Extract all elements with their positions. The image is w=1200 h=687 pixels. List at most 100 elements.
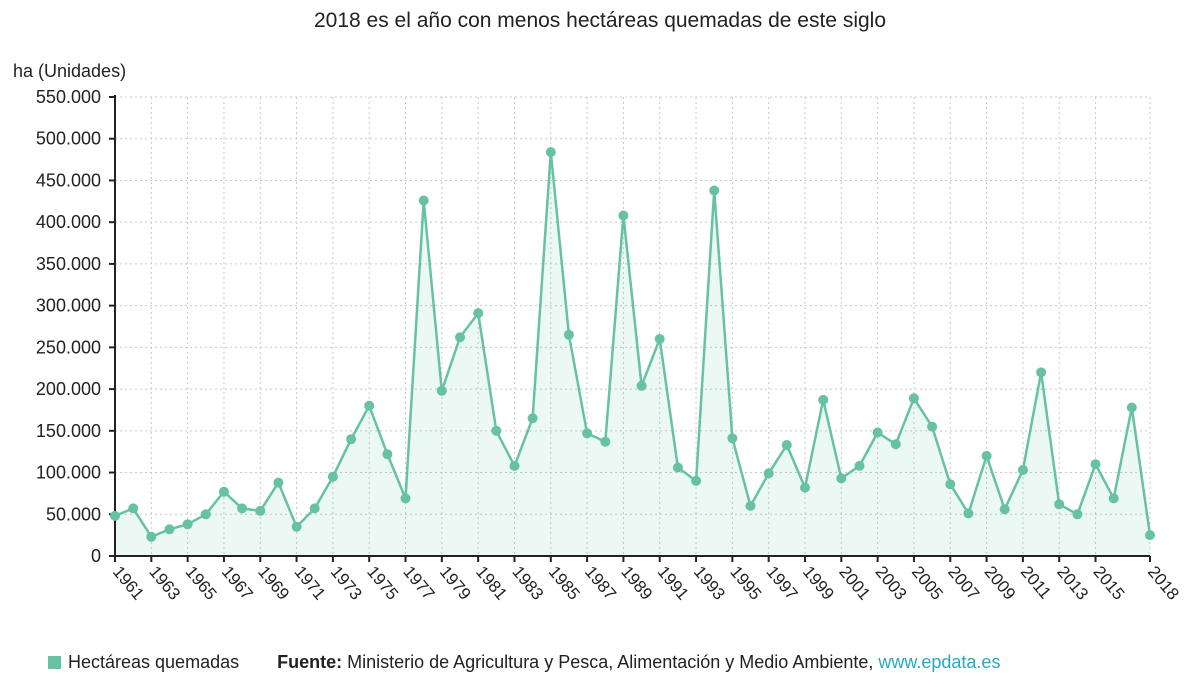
data-point[interactable]: 1991: 260000 [654, 334, 665, 344]
x-tick-label: 2011 [1017, 562, 1055, 602]
data-point[interactable]: 2016: 69000 [1108, 493, 1119, 504]
x-tick-label: 2015 [1089, 562, 1128, 603]
data-point[interactable]: 1973: 95000 [327, 471, 338, 482]
x-tick-label: 2009 [981, 562, 1020, 603]
data-point[interactable]: 2009: 120000 [981, 450, 992, 461]
data-point[interactable]: 1966: 50000 [200, 509, 211, 520]
data-point[interactable]: 1996: 60000 [745, 500, 756, 511]
series-points[interactable]: 1961: 48000 1962: 57000 1963: 23000 1964: 3… [110, 147, 1155, 542]
data-point[interactable]: 1965: 38000 [182, 519, 193, 530]
data-point[interactable]: 1997: 99000 [763, 468, 774, 479]
series-line-path [114, 150, 1152, 539]
data-point[interactable]: 1968: 57000 [237, 503, 248, 514]
data-point[interactable]: 2008: 51000 [963, 508, 974, 519]
data-point[interactable]: 1985: 484000 [545, 147, 556, 158]
data-point[interactable]: 1974: 140000 [346, 434, 357, 445]
data-point[interactable]: 1982: 150000 [491, 425, 502, 436]
data-point[interactable]: 2006: 155000 [927, 421, 938, 432]
data-point[interactable]: 2001: 93000 [836, 473, 847, 484]
data-point[interactable]: 2002: 108000 [854, 460, 865, 471]
x-tick-label: 1975 [363, 562, 402, 603]
x-tick-label: 1967 [218, 562, 257, 603]
data-point[interactable]: 2000: 187000 [818, 394, 829, 405]
data-point[interactable]: 2007: 86000 [945, 479, 956, 490]
series-line [114, 150, 1152, 539]
y-tick-label: 450.000 [36, 170, 101, 190]
x-tick-label: 2018 [1144, 562, 1183, 603]
legend-swatch [48, 656, 61, 669]
data-point[interactable]: 1984: 165000 [527, 413, 538, 424]
source-prefix: Fuente: [277, 652, 343, 672]
data-point[interactable]: 1979: 198000 [436, 385, 447, 396]
data-point[interactable]: 1967: 77000 [218, 486, 229, 497]
data-point[interactable]: 1978: 426000 [418, 195, 429, 206]
x-tick-label: 1965 [182, 562, 221, 603]
data-point[interactable]: 1988: 137000 [600, 436, 611, 447]
data-point[interactable]: 2004: 134000 [890, 439, 901, 450]
data-point[interactable]: 1970: 88000 [273, 477, 284, 488]
source-text: Ministerio de Agricultura y Pesca, Alime… [342, 652, 879, 672]
data-point[interactable]: 1993: 90000 [691, 475, 702, 486]
data-point[interactable]: 2018: 25000 [1145, 530, 1155, 541]
y-tick-label: 150.000 [36, 421, 101, 441]
y-tick-label: 250.000 [36, 337, 101, 357]
data-point[interactable]: 1986: 265000 [563, 329, 574, 340]
grid [114, 96, 1151, 556]
data-point[interactable]: 2014: 50000 [1072, 509, 1083, 520]
data-point[interactable]: 1992: 106000 [672, 462, 683, 473]
x-tick-label: 1969 [254, 562, 293, 603]
data-point[interactable]: 1995: 141000 [727, 433, 738, 444]
y-tick-label: 0 [91, 546, 101, 566]
data-point[interactable]: 2003: 148000 [872, 427, 883, 438]
footer: Hectáreas quemadas Fuente: Ministerio de … [48, 652, 1000, 673]
y-tick-label: 100.000 [36, 463, 101, 483]
data-point[interactable]: 1983: 108000 [509, 460, 520, 471]
data-point[interactable]: 1961: 48000 [110, 510, 120, 521]
x-tick-label: 1973 [327, 562, 366, 603]
data-point[interactable]: 2005: 189000 [908, 393, 919, 404]
data-point[interactable]: 1972: 57000 [309, 503, 320, 514]
data-point[interactable]: 1999: 82000 [800, 482, 810, 493]
x-tick-label: 1999 [799, 562, 838, 603]
x-tick-label: 2005 [908, 562, 947, 603]
legend-label[interactable]: Hectáreas quemadas [68, 652, 240, 672]
data-point[interactable]: 1962: 57000 [128, 503, 139, 514]
y-tick-label: 400.000 [36, 212, 101, 232]
area-fill [115, 152, 1150, 556]
data-point[interactable]: 1998: 133000 [781, 440, 792, 450]
data-point[interactable]: 1976: 122000 [382, 449, 393, 460]
x-tick-label: 1979 [436, 562, 475, 603]
y-axis-ticks: 0 50.000 100.000 150.000 200.000 250.000 300.0… [36, 87, 101, 566]
y-tick-label: 550.000 [36, 87, 101, 107]
data-point[interactable]: 2011: 103000 [1017, 465, 1028, 475]
x-tick-label: 1989 [617, 562, 656, 603]
y-tick-label: 200.000 [36, 379, 101, 399]
data-point[interactable]: 2017: 178000 [1126, 402, 1137, 413]
data-point[interactable]: 1969: 54000 [255, 505, 266, 516]
data-point[interactable]: 1964: 32000 [164, 524, 175, 535]
x-tick-label: 1985 [545, 562, 584, 603]
data-point[interactable]: 1987: 147000 [582, 428, 593, 439]
x-tick-label: 1997 [763, 562, 802, 603]
data-point[interactable]: 2013: 62000 [1054, 499, 1065, 510]
data-point[interactable]: 1963: 23000 [146, 531, 157, 542]
y-tick-label: 350.000 [36, 254, 101, 274]
data-point[interactable]: 2015: 110000 [1090, 459, 1101, 470]
y-tick-label: 300.000 [36, 296, 101, 316]
data-point[interactable]: 1971: 35000 [291, 521, 302, 532]
x-tick-label: 1993 [690, 562, 729, 603]
data-point[interactable]: 2010: 56000 [999, 504, 1010, 515]
series-area [115, 152, 1150, 556]
data-point[interactable]: 1994: 438000 [709, 185, 720, 196]
data-point[interactable]: 1977: 69000 [400, 493, 411, 504]
x-tick-label: 1983 [508, 562, 547, 603]
data-point[interactable]: 2012: 220000 [1036, 367, 1047, 378]
data-point[interactable]: 1990: 204000 [636, 380, 647, 391]
data-point[interactable]: 1989: 408000 [618, 210, 629, 221]
data-point[interactable]: 1975: 180000 [364, 400, 375, 411]
x-axis-ticks: 1961196319651967196919711973197519771979… [109, 562, 1183, 603]
source-link[interactable]: www.epdata.es [878, 652, 1001, 672]
data-point[interactable]: 1981: 291000 [473, 308, 484, 319]
data-point[interactable]: 1980: 262000 [455, 332, 465, 343]
x-tick-label: 1981 [472, 562, 511, 603]
